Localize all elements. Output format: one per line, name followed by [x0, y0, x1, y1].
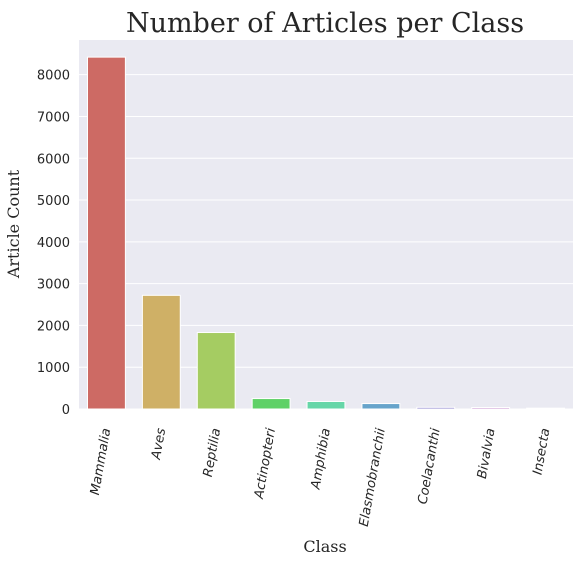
x-tick-label-reptilia: Reptilia: [201, 427, 224, 478]
y-tick-label: 6000: [37, 152, 70, 167]
x-tick-label-mammalia: Mammalia: [88, 427, 115, 496]
y-axis-label: Article Count: [4, 169, 23, 279]
bar-coelacanthi: [416, 406, 456, 410]
bar-elasmobranchii: [361, 403, 401, 410]
bar-amphibia: [306, 400, 346, 410]
x-tick-label-insecta: Insecta: [531, 427, 554, 476]
bar-actinopteri: [251, 398, 291, 410]
y-tick-label: 4000: [37, 236, 70, 251]
bar-bivalvia: [471, 407, 511, 410]
y-tick-label: 7000: [37, 110, 70, 125]
bar-reptilia: [196, 332, 236, 410]
x-tick-label-elasmobranchii: Elasmobranchii: [357, 427, 389, 528]
y-tick-label: 3000: [37, 278, 70, 293]
x-tick-label-coelacanthi: Coelacanthi: [416, 427, 444, 506]
y-tick-label: 0: [62, 403, 70, 418]
x-tick-label-aves: Aves: [149, 427, 169, 462]
bars: [87, 56, 565, 410]
x-axis-label: Class: [303, 537, 346, 556]
bar-aves: [141, 294, 181, 410]
bar-insecta: [526, 407, 565, 410]
x-tick-label-bivalvia: Bivalvia: [475, 427, 499, 480]
y-tick-label: 8000: [37, 69, 70, 84]
y-axis-ticks: 0 1000 2000 3000 4000 5000 6000 7000 8000: [37, 69, 70, 418]
x-axis-ticks: Mammalia Aves Reptilia Actinopteri Amphibia E…: [88, 427, 554, 528]
y-tick-label: 5000: [37, 194, 70, 209]
chart-title: Number of Articles per Class: [126, 8, 524, 39]
x-tick-label-actinopteri: Actinopteri: [252, 427, 279, 501]
x-tick-label-amphibia: Amphibia: [308, 427, 334, 491]
y-tick-label: 1000: [37, 361, 70, 376]
bar-mammalia: [87, 56, 126, 410]
y-tick-label: 2000: [37, 319, 70, 334]
